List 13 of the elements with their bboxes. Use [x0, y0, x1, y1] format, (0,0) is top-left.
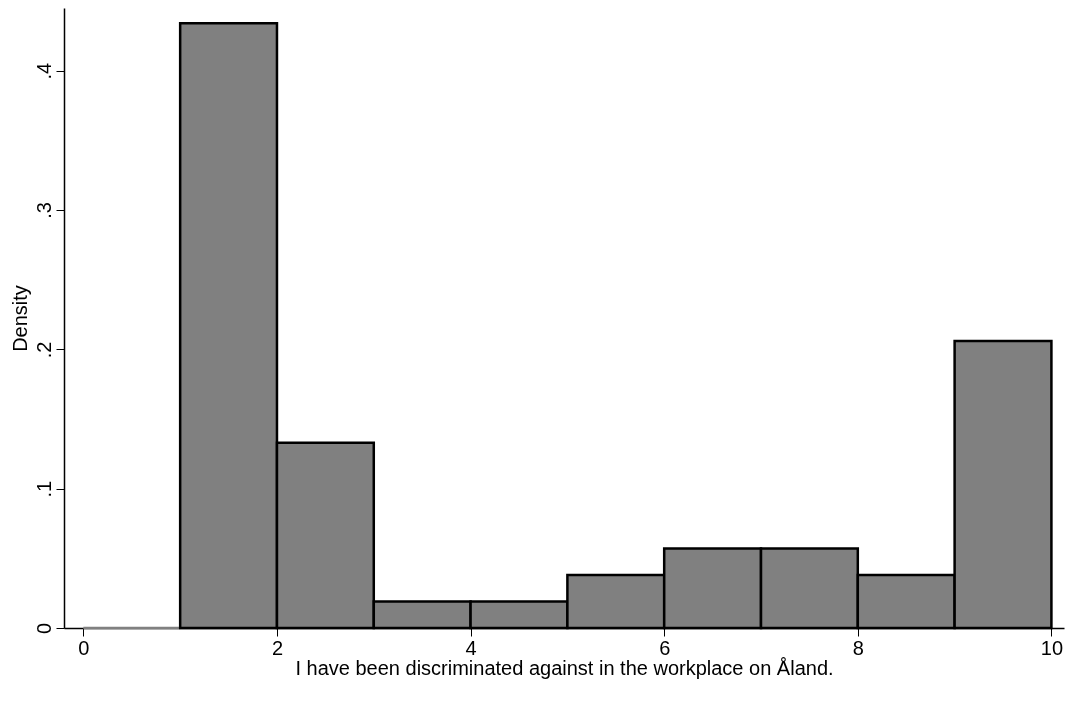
x-tick-label: 10: [1040, 636, 1064, 659]
x-tick-label: 8: [852, 636, 864, 659]
x-tick-label: 6: [659, 636, 671, 659]
y-tick-label: .1: [32, 480, 55, 498]
y-tick-label: .4: [32, 62, 55, 80]
x-tick-label: 2: [271, 636, 284, 659]
x-tick-label: 0: [78, 636, 90, 659]
x-tick-label: 4: [465, 636, 477, 659]
y-tick-label: .3: [32, 202, 55, 219]
y-tick-label: .2: [32, 341, 55, 359]
y-tick-label: 0: [32, 622, 55, 635]
x-axis-title: I have been discriminated against in the workplace on Åland.: [295, 656, 834, 679]
y-axis-title: Density: [8, 285, 31, 352]
